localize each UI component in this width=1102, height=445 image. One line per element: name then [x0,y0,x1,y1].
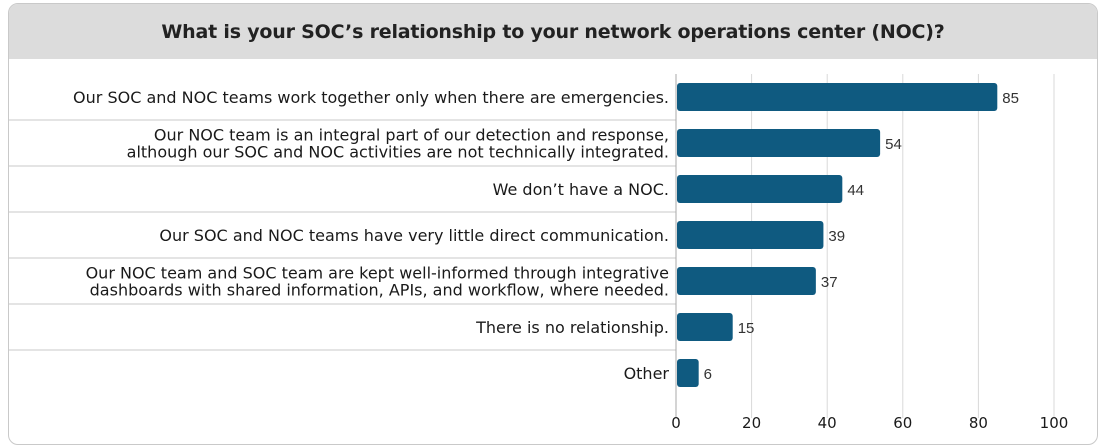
bar [677,221,824,249]
bar-chart: 85 Our SOC and NOC teams work together on… [9,74,1069,432]
x-tick-label: 80 [969,414,988,432]
bar [677,175,843,203]
x-tick-label: 0 [671,414,681,432]
value-label: 6 [704,366,712,383]
category-label: Our NOC team and SOC team are kept well-… [86,264,669,300]
value-label: 85 [1002,90,1019,107]
value-label: 54 [885,136,902,153]
category-label: Other [624,364,670,383]
x-tick-label: 60 [893,414,912,432]
category-label: Our SOC and NOC teams work together only… [73,88,669,107]
x-tick-label: 20 [742,414,761,432]
bar [677,359,699,387]
chart-card: What is your SOC’s relationship to your … [8,3,1098,445]
bar [677,83,998,111]
bar [677,313,733,341]
value-label: 37 [821,274,838,291]
bar [677,267,816,295]
chart-header: What is your SOC’s relationship to your … [9,4,1097,59]
category-label: We don’t have a NOC. [493,180,669,199]
category-label: There is no relationship. [475,318,669,337]
value-label: 15 [738,320,755,337]
category-label: Our SOC and NOC teams have very little d… [159,226,669,245]
category-label: Our NOC team is an integral part of our … [127,126,669,162]
x-tick-label: 100 [1040,414,1069,432]
value-label: 44 [847,182,864,199]
bar [677,129,881,157]
x-tick-label: 40 [818,414,837,432]
chart-title: What is your SOC’s relationship to your … [161,20,945,43]
value-label: 39 [828,228,845,245]
